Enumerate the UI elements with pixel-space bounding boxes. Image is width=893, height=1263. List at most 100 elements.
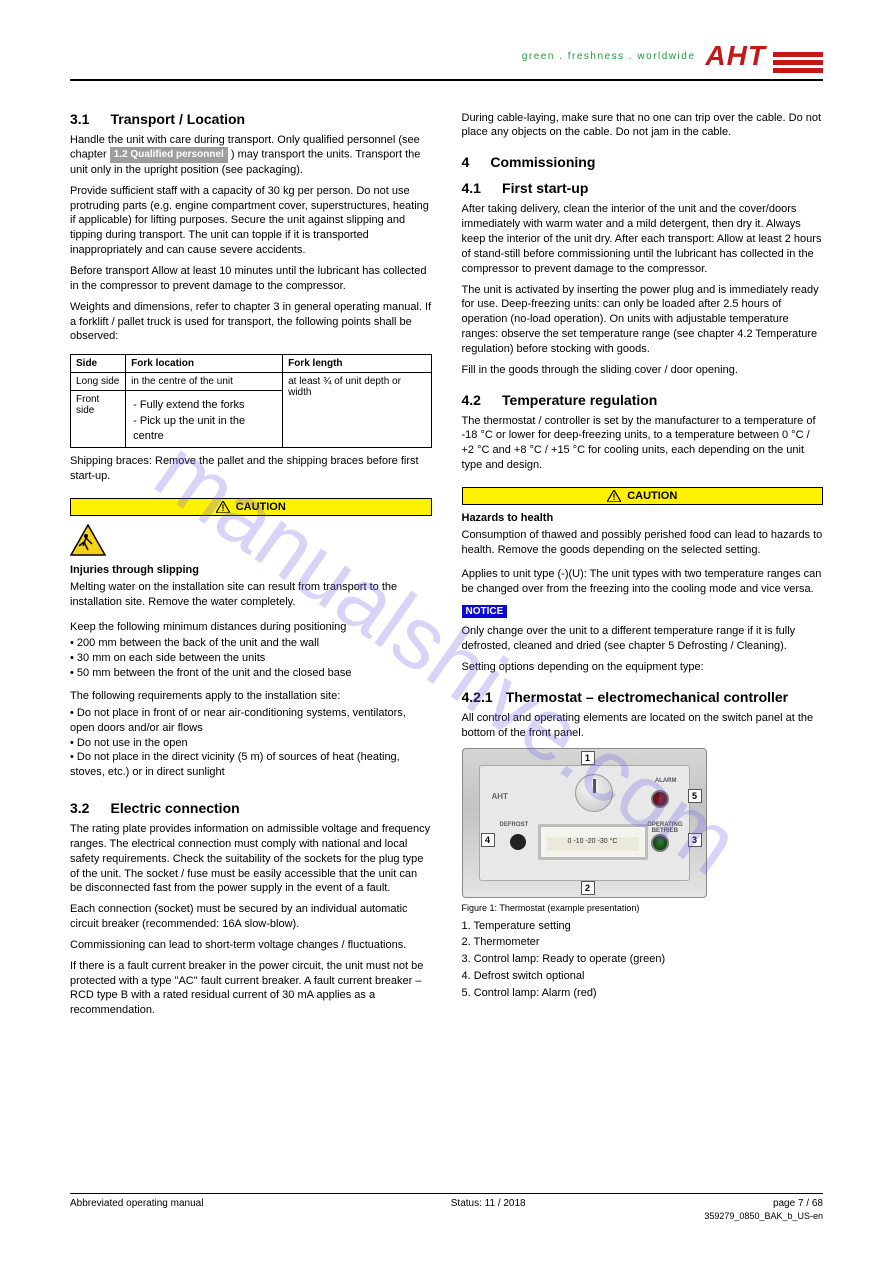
footer-row: Abbreviated operating manual Status: 11 … bbox=[70, 1198, 823, 1209]
section-title: Commissioning bbox=[490, 154, 595, 170]
section-title: Transport / Location bbox=[111, 111, 246, 127]
para: The unit is activated by inserting the p… bbox=[462, 283, 824, 357]
para: Commissioning can lead to short-term vol… bbox=[70, 938, 432, 953]
para: If there is a fault current breaker in t… bbox=[70, 959, 432, 1018]
list-item: 1. Temperature setting bbox=[462, 919, 824, 935]
para: Applies to unit type (-)(U): The unit ty… bbox=[462, 567, 824, 597]
th-side: Side bbox=[71, 355, 126, 373]
para: Weights and dimensions, refer to chapter… bbox=[70, 300, 432, 345]
th-fork-location: Fork location bbox=[126, 355, 283, 373]
para: All control and operating elements are l… bbox=[462, 711, 824, 741]
para: After taking delivery, clean the interio… bbox=[462, 202, 824, 276]
callout-2: 2 bbox=[581, 881, 595, 895]
label: OPERATING BETRIEB bbox=[647, 822, 682, 834]
table-row: Long side in the centre of the unit at l… bbox=[71, 373, 432, 391]
th-fork-length: Fork length bbox=[283, 355, 431, 373]
bullet: • 50 mm between the front of the unit an… bbox=[70, 666, 432, 681]
label: ALARM bbox=[655, 778, 677, 784]
footer-rev: 359279_0850_BAK_b_US-en bbox=[70, 1211, 823, 1221]
caution-banner: ! CAUTION bbox=[462, 487, 824, 505]
scale: 0 -10 -20 -30 °C bbox=[547, 837, 639, 851]
temperature-dial-icon bbox=[575, 774, 613, 812]
caution-body: Consumption of thawed and possibly peris… bbox=[462, 528, 824, 558]
td: in the centre of the unit bbox=[126, 373, 283, 391]
caution-title: Injuries through slipping bbox=[70, 563, 432, 578]
callout-1: 1 bbox=[581, 751, 595, 765]
tagline: green . freshness . worldwide bbox=[522, 51, 696, 62]
fork-table: Side Fork location Fork length Long side… bbox=[70, 354, 432, 448]
para: The thermostat / controller is set by th… bbox=[462, 414, 824, 473]
bullet: • Do not place in the direct vicinity (5… bbox=[70, 750, 432, 780]
logo: AHT bbox=[705, 40, 823, 73]
callout-5: 5 bbox=[688, 789, 702, 803]
logo-bars-icon bbox=[773, 52, 823, 73]
td: Long side bbox=[71, 373, 126, 391]
bullet: • Do not use in the open bbox=[70, 736, 432, 751]
list-item: 5. Control lamp: Alarm (red) bbox=[462, 986, 824, 1002]
left-column: 3.1 Transport / Location Handle the unit… bbox=[70, 111, 432, 1019]
caution-title: Hazards to health bbox=[462, 511, 824, 526]
panel-logo: AHT bbox=[492, 792, 508, 801]
td: Front side bbox=[71, 391, 126, 448]
bullet: • 30 mm on each side between the units bbox=[70, 651, 432, 666]
header-rule bbox=[70, 79, 823, 81]
right-column: During cable-laying, make sure that no o… bbox=[462, 111, 824, 1019]
para: Provide sufficient staff with a capacity… bbox=[70, 184, 432, 258]
logo-text: AHT bbox=[705, 40, 766, 71]
header: green . freshness . worldwide AHT bbox=[70, 40, 823, 73]
section-number: 3.2 bbox=[70, 800, 89, 816]
section-number: 4 bbox=[462, 154, 470, 170]
section-3-2: 3.2 Electric connection The rating plate… bbox=[70, 800, 432, 1018]
list-item: 3. Control lamp: Ready to operate (green… bbox=[462, 952, 824, 968]
thermostat-panel-figure: AHT ALARM OPERATING BETRIEB DEFROST 0 -1… bbox=[462, 748, 707, 898]
legend-list: 1. Temperature setting 2. Thermometer 3.… bbox=[462, 919, 824, 1003]
panel-inner: AHT ALARM OPERATING BETRIEB DEFROST 0 -1… bbox=[479, 765, 690, 881]
footer-right: page 7 / 68 bbox=[773, 1198, 823, 1209]
list-item: 2. Thermometer bbox=[462, 935, 824, 951]
svg-text:!: ! bbox=[221, 503, 224, 513]
section-4: 4 Commissioning bbox=[462, 154, 824, 170]
caution-body: Melting water on the installation site c… bbox=[70, 580, 432, 610]
para: Fill in the goods through the sliding co… bbox=[462, 363, 824, 378]
slip-hazard-icon bbox=[70, 524, 106, 559]
section-number: 4.2 bbox=[462, 392, 481, 408]
callout-3: 3 bbox=[688, 833, 702, 847]
notice-badge: NOTICE bbox=[462, 605, 508, 618]
para: During cable-laying, make sure that no o… bbox=[462, 111, 824, 141]
warning-triangle-icon: ! bbox=[607, 490, 621, 502]
slip-hazard-block bbox=[70, 524, 432, 559]
para: Handle the unit with care during transpo… bbox=[70, 133, 432, 178]
caution-label: CAUTION bbox=[236, 501, 286, 513]
section-3-1: 3.1 Transport / Location Handle the unit… bbox=[70, 111, 432, 780]
notice-body: Only change over the unit to a different… bbox=[462, 624, 824, 654]
table-row: Side Fork location Fork length bbox=[71, 355, 432, 373]
warning-triangle-icon: ! bbox=[216, 501, 230, 513]
td: Fully extend the forks Pick up the unit … bbox=[126, 391, 283, 448]
chapter-ref-badge: 1.2 Qualified personnel bbox=[110, 147, 228, 163]
section-number: 3.1 bbox=[70, 111, 89, 127]
thermometer-display-icon: 0 -10 -20 -30 °C bbox=[538, 824, 648, 860]
section-title: Thermostat – electromechanical controlle… bbox=[506, 689, 788, 705]
alarm-lamp-icon bbox=[651, 790, 669, 808]
label: DEFROST bbox=[500, 822, 529, 828]
section-number: 4.1 bbox=[462, 180, 481, 196]
svg-text:!: ! bbox=[613, 492, 616, 502]
para: Each connection (socket) must be secured… bbox=[70, 902, 432, 932]
para: Before transport Allow at least 10 minut… bbox=[70, 264, 432, 294]
list-item: Fully extend the forks bbox=[133, 398, 277, 413]
footer-left: Abbreviated operating manual bbox=[70, 1198, 203, 1209]
content-columns: 3.1 Transport / Location Handle the unit… bbox=[70, 111, 823, 1019]
para: Setting options depending on the equipme… bbox=[462, 660, 824, 675]
caution-banner: ! CAUTION bbox=[70, 498, 432, 516]
caution-label: CAUTION bbox=[627, 490, 677, 502]
section-number: 4.2.1 bbox=[462, 689, 493, 705]
section-4-2: 4.2 Temperature regulation The thermosta… bbox=[462, 392, 824, 675]
notice-block: NOTICE bbox=[462, 605, 824, 618]
td: at least ¾ of unit depth or width bbox=[283, 373, 431, 448]
footer-center: Status: 11 / 2018 bbox=[451, 1198, 526, 1209]
para: The rating plate provides information on… bbox=[70, 822, 432, 896]
para: The following requirements apply to the … bbox=[70, 689, 432, 704]
list-item: Pick up the unit in the centre bbox=[133, 414, 277, 445]
bullet: • Do not place in front of or near air-c… bbox=[70, 706, 432, 736]
figure-caption: Figure 1: Thermostat (example presentati… bbox=[462, 902, 824, 914]
